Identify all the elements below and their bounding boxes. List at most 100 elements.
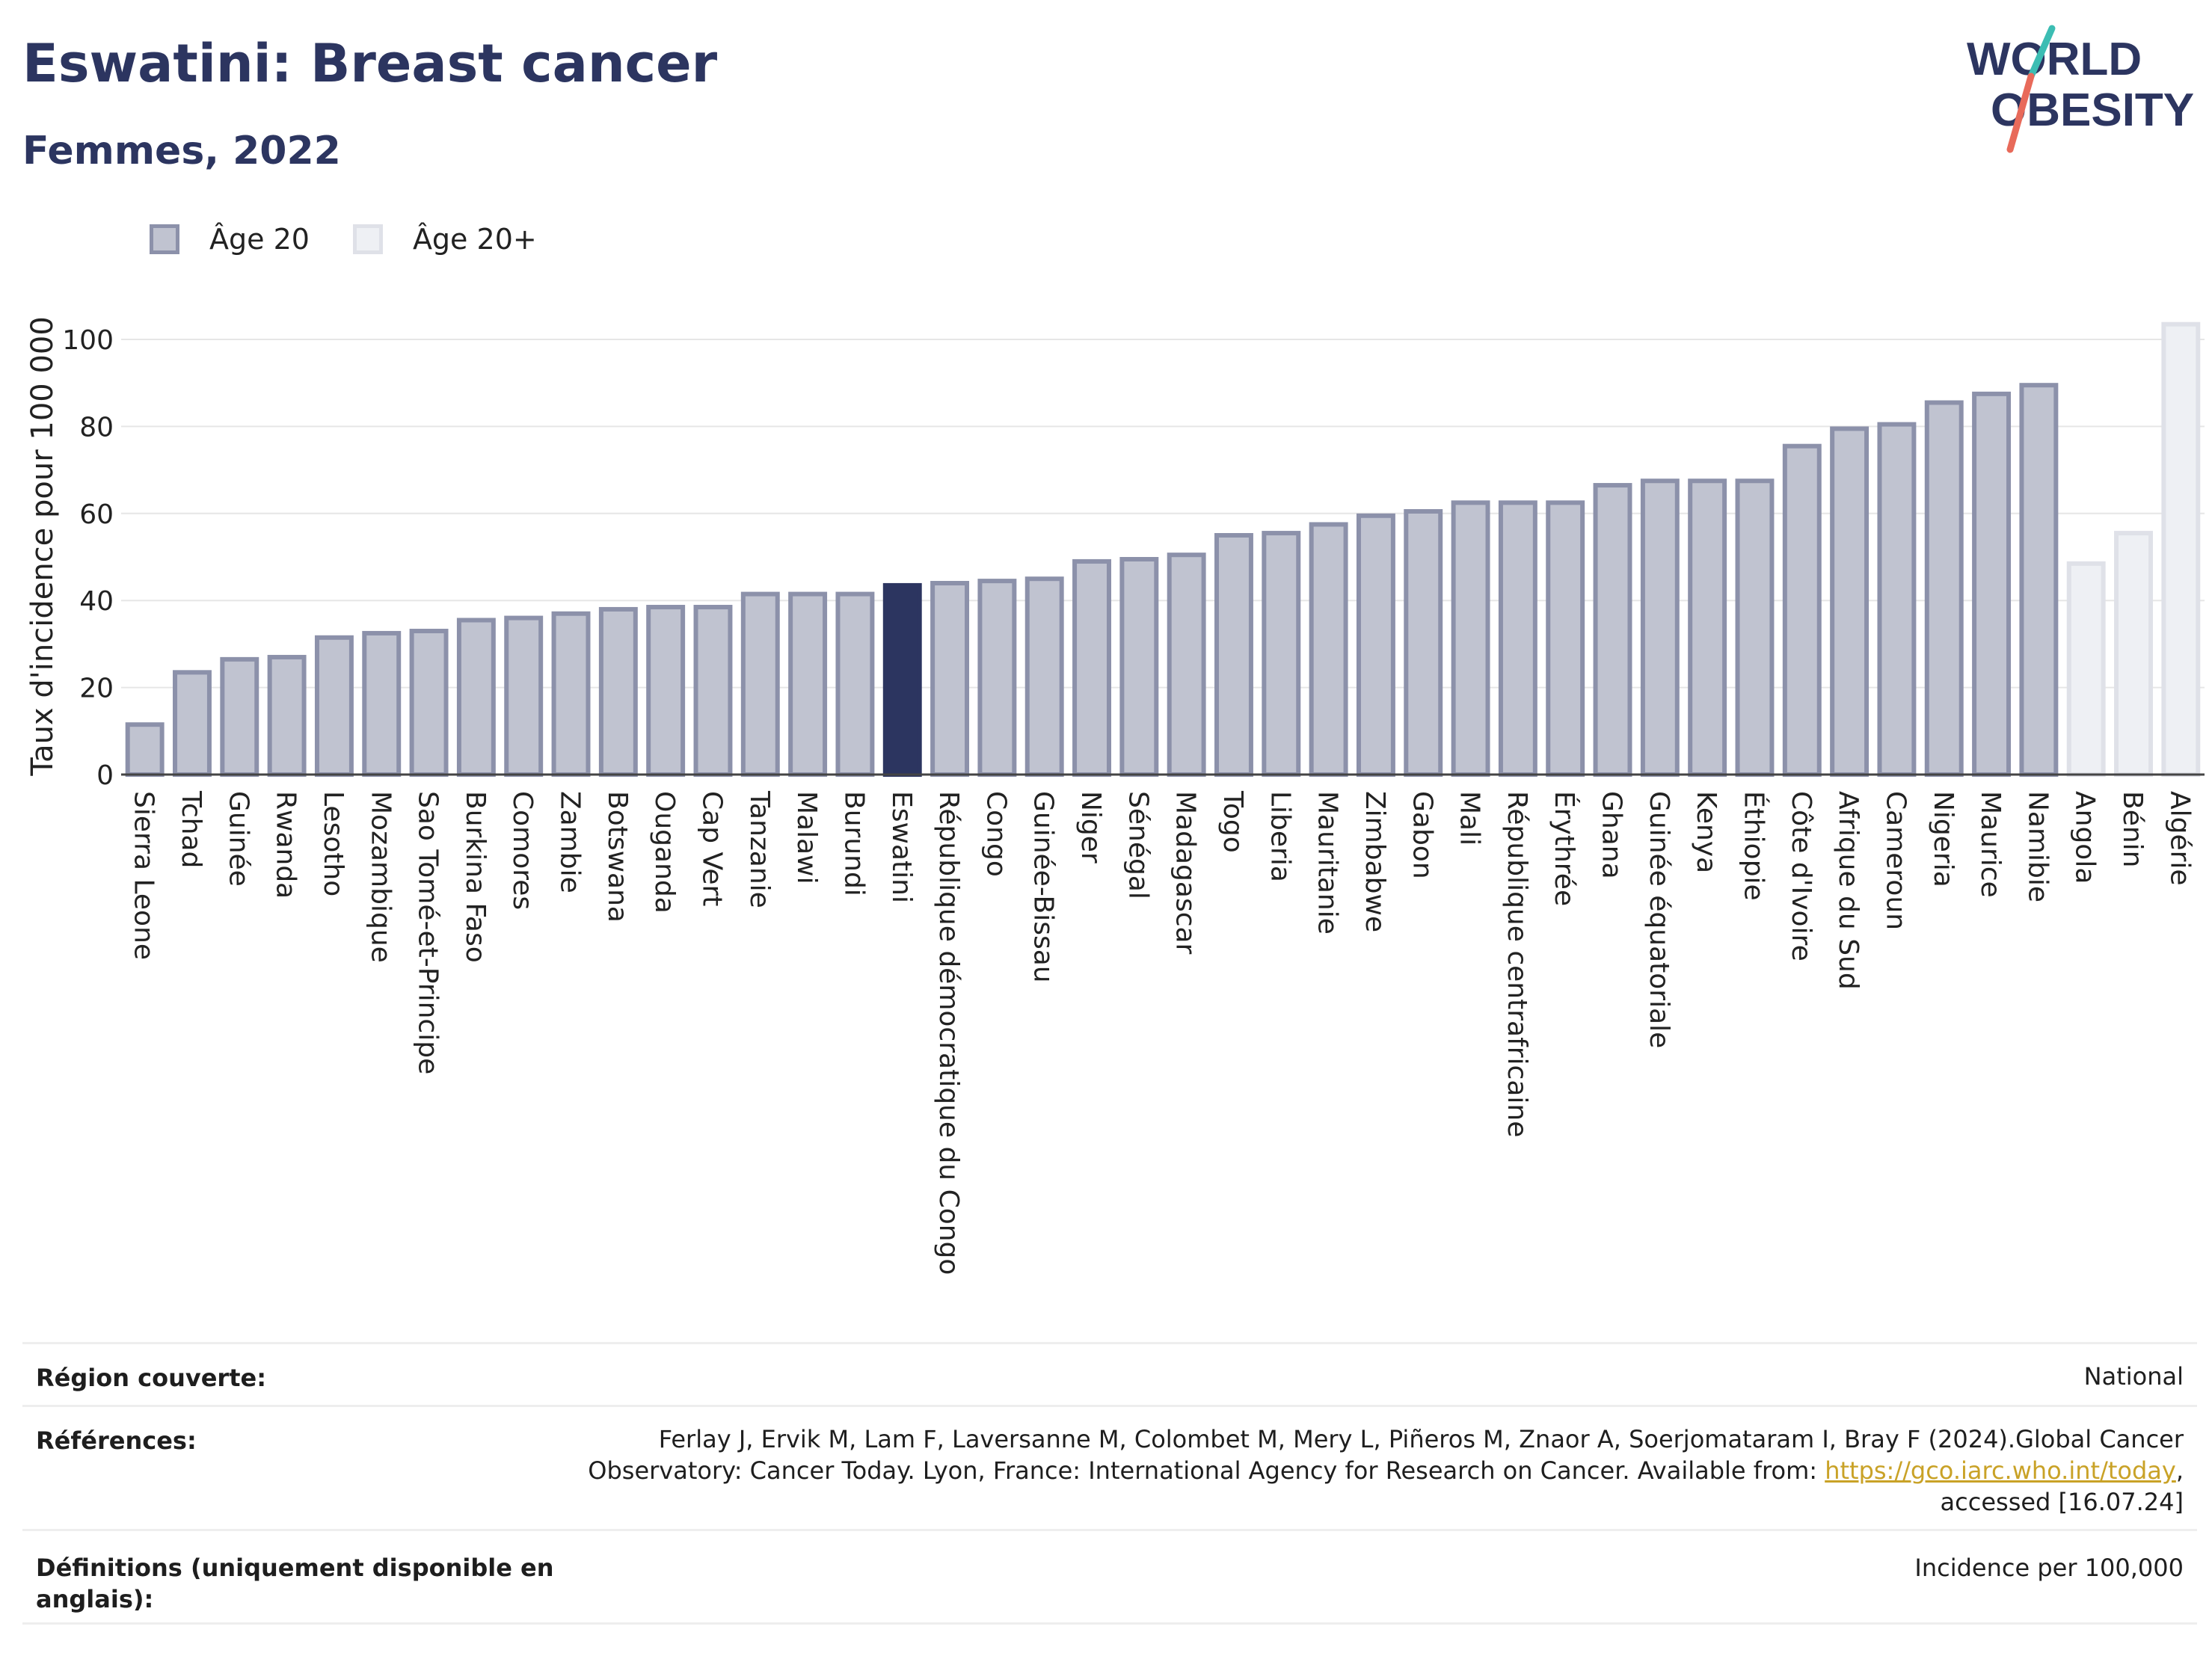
references-line2: Observatory: Cancer Today. Lyon, France:…: [588, 1455, 2184, 1486]
x-tick-label: Tchad: [176, 790, 206, 868]
x-tick-label: Guinée équatoriale: [1644, 791, 1674, 1048]
x-tick-label: Burundi: [838, 791, 869, 896]
legend-item-age20[interactable]: Âge 20: [150, 223, 310, 256]
x-tick-label: Mauritanie: [1312, 791, 1343, 935]
bar: [125, 722, 165, 777]
references-line1: Ferlay J, Ervik M, Lam F, Laversanne M, …: [658, 1425, 2184, 1453]
bar: [1167, 552, 1206, 777]
bar: [788, 591, 828, 777]
bar: [456, 618, 496, 777]
bar: [1688, 478, 1727, 777]
x-tick-label: Érythrée: [1549, 791, 1580, 906]
x-tick-label: Namibie: [2022, 791, 2053, 902]
x-tick-label: Togo: [1217, 790, 1248, 853]
x-tick-label: Comores: [507, 791, 538, 910]
meta-row-references: Références: Ferlay J, Ervik M, Lam F, La…: [22, 1405, 2197, 1529]
y-tick-label: 40: [79, 586, 114, 617]
x-tick-label: Zambie: [555, 791, 586, 893]
x-tick-label: Cameroun: [1880, 791, 1911, 930]
bar: [551, 611, 591, 777]
x-tick-label: Maurice: [1975, 791, 2006, 898]
y-tick-label: 60: [79, 499, 114, 530]
x-tick-label: Sao Tomé-et-Principe: [413, 791, 443, 1074]
y-tick-label: 80: [79, 412, 114, 443]
bar: [173, 670, 212, 777]
x-tick-label: Gabon: [1407, 791, 1437, 879]
bar: [1356, 513, 1395, 777]
legend-label-age20: Âge 20: [209, 223, 310, 256]
bar: [1214, 532, 1253, 777]
bar: [882, 582, 922, 777]
x-tick-label: Sierra Leone: [129, 791, 159, 960]
x-tick-label: République centrafricaine: [1502, 791, 1532, 1137]
bar: [1498, 500, 1537, 778]
definitions-label-line2: anglais):: [36, 1585, 154, 1613]
y-tick-label: 0: [96, 760, 114, 791]
x-tick-label: Madagascar: [1170, 791, 1201, 955]
x-tick-label: Afrique du Sud: [1833, 791, 1864, 990]
bar: [1782, 443, 1822, 777]
references-line2-text: Observatory: Cancer Today. Lyon, France:…: [588, 1456, 1825, 1485]
x-tick-label: Rwanda: [271, 791, 301, 899]
references-link[interactable]: https://gco.iarc.who.int/today: [1825, 1456, 2176, 1485]
bar: [220, 656, 259, 777]
x-tick-label: Liberia: [1265, 791, 1295, 882]
x-tick-label: Nigeria: [1928, 791, 1958, 887]
x-tick-label: Angola: [2070, 791, 2101, 884]
bar: [314, 635, 354, 778]
x-tick-label: Tanzanie: [744, 790, 775, 908]
x-tick-label: Côte d'Ivoire: [1786, 791, 1816, 961]
x-tick-label: Algérie: [2164, 791, 2195, 886]
bar: [267, 654, 307, 778]
x-tick-label: Niger: [1075, 791, 1106, 864]
references-value: Ferlay J, Ervik M, Lam F, Laversanne M, …: [588, 1423, 2184, 1518]
y-tick-label: 100: [62, 325, 114, 356]
bar: [1593, 483, 1632, 777]
world-obesity-logo: WORLD OBESITY: [1967, 25, 2194, 153]
bar: [2066, 561, 2106, 777]
bottom-rule: [22, 1622, 2197, 1625]
x-tick-label: Lesotho: [318, 791, 348, 896]
x-tick-label: Eswatini: [886, 791, 917, 903]
bar: [930, 581, 970, 778]
logo-line1: WORLD: [1967, 34, 2142, 85]
bar: [2019, 383, 2059, 777]
x-tick-label: Sénégal: [1122, 791, 1153, 899]
logo-slash-teal: [2027, 25, 2056, 80]
bar: [598, 606, 638, 777]
bar: [409, 629, 449, 778]
x-tick-label: Mali: [1454, 791, 1485, 846]
bar: [1924, 400, 1964, 777]
meta-row-definitions: Définitions (uniquement disponible en an…: [22, 1529, 2197, 1622]
legend-label-age20plus: Âge 20+: [412, 223, 537, 256]
bar: [1877, 422, 1917, 778]
bar: [1640, 478, 1680, 777]
region-value: National: [2083, 1362, 2184, 1391]
x-tick-label: Kenya: [1691, 791, 1721, 873]
x-tick-label: Malawi: [791, 791, 822, 884]
bar: [1024, 576, 1064, 777]
y-axis-label: Taux d'incidence pour 100 000: [25, 316, 60, 776]
x-tick-label: Éthiopie: [1738, 791, 1769, 901]
bar: [1451, 500, 1490, 778]
definitions-label: Définitions (uniquement disponible en an…: [36, 1552, 554, 1615]
legend-item-age20plus[interactable]: Âge 20+: [352, 223, 537, 256]
x-tick-label: Botswana: [602, 791, 633, 923]
bar: [977, 579, 1017, 777]
x-tick-label: Ouganda: [649, 791, 680, 914]
bar: [835, 591, 875, 777]
bar: [2114, 531, 2153, 778]
x-tick-label: Mozambique: [365, 791, 396, 963]
references-line3: accessed [16.07.24]: [1940, 1488, 2184, 1516]
bar: [2161, 321, 2201, 778]
definitions-value: Incidence per 100,000: [1914, 1554, 2184, 1582]
bar: [646, 605, 686, 778]
x-tick-label: République démocratique du Congo: [933, 791, 964, 1275]
meta-row-region: Région couverte: National: [22, 1342, 2197, 1405]
legend-swatch-age20: [150, 224, 179, 254]
bar: [693, 605, 733, 778]
bar: [1546, 500, 1585, 778]
bar: [1972, 391, 2012, 778]
bar: [1735, 478, 1775, 777]
